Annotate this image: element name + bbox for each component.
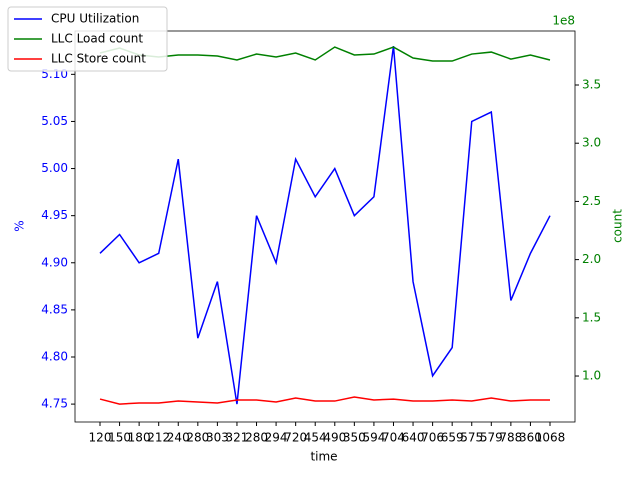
x-tick-label: 594 bbox=[362, 431, 385, 445]
x-tick-label: 240 bbox=[167, 431, 190, 445]
x-tick-label: 490 bbox=[323, 431, 346, 445]
series-line bbox=[99, 45, 551, 405]
legend-label: LLC Store count bbox=[51, 52, 146, 66]
x-tick-label: 321 bbox=[226, 431, 249, 445]
x-tick-label: 788 bbox=[499, 431, 522, 445]
x-tick-label: 659 bbox=[441, 431, 464, 445]
y2-tick-label: 1.0 bbox=[582, 369, 601, 383]
x-tick-label: 704 bbox=[382, 431, 405, 445]
x-tick-label: 303 bbox=[206, 431, 229, 445]
x-tick-label: 350 bbox=[343, 431, 366, 445]
plot-frame bbox=[74, 30, 576, 423]
x-tick-label: 640 bbox=[402, 431, 425, 445]
x-tick-label: 575 bbox=[460, 431, 483, 445]
x-tick-label: 706 bbox=[421, 431, 444, 445]
x-tick-label: 280 bbox=[245, 431, 268, 445]
y-tick-label: 4.95 bbox=[41, 208, 68, 222]
y2-tick-label: 1.5 bbox=[582, 310, 601, 324]
x-tick-label: 579 bbox=[480, 431, 503, 445]
x-tick-label: 720 bbox=[284, 431, 307, 445]
legend-label: CPU Utilization bbox=[51, 12, 139, 26]
x-tick-label: 180 bbox=[128, 431, 151, 445]
x-tick-label: 212 bbox=[147, 431, 170, 445]
x-tick-label: 294 bbox=[265, 431, 288, 445]
y-tick-label: 4.75 bbox=[41, 397, 68, 411]
y-tick-label: 4.85 bbox=[41, 302, 68, 316]
y-axis-label: % bbox=[13, 220, 27, 231]
legend-label: LLC Load count bbox=[51, 32, 143, 46]
series-line bbox=[99, 396, 550, 405]
y2-tick-label: 3.5 bbox=[582, 78, 601, 92]
y2-tick-label: 2.5 bbox=[582, 194, 601, 208]
x-tick-label: 1068 bbox=[535, 431, 566, 445]
y2-offset: 1e8 bbox=[552, 14, 575, 28]
x-tick-label: 280 bbox=[186, 431, 209, 445]
y2-tick-label: 2.0 bbox=[582, 252, 601, 266]
x-tick-label: 360 bbox=[519, 431, 542, 445]
y2-axis-label: count bbox=[611, 209, 625, 243]
x-tick-label: 120 bbox=[89, 431, 112, 445]
y-tick-label: 5.00 bbox=[41, 161, 68, 175]
x-axis-label: time bbox=[310, 450, 337, 464]
legend-box bbox=[7, 6, 168, 72]
y-tick-label: 4.90 bbox=[41, 255, 68, 269]
y2-tick-label: 3.0 bbox=[582, 136, 601, 150]
x-tick-label: 150 bbox=[108, 431, 131, 445]
series-line bbox=[99, 46, 551, 62]
y-tick-label: 5.05 bbox=[41, 114, 68, 128]
y-tick-label: 4.80 bbox=[41, 349, 68, 363]
x-tick-label: 454 bbox=[304, 431, 327, 445]
